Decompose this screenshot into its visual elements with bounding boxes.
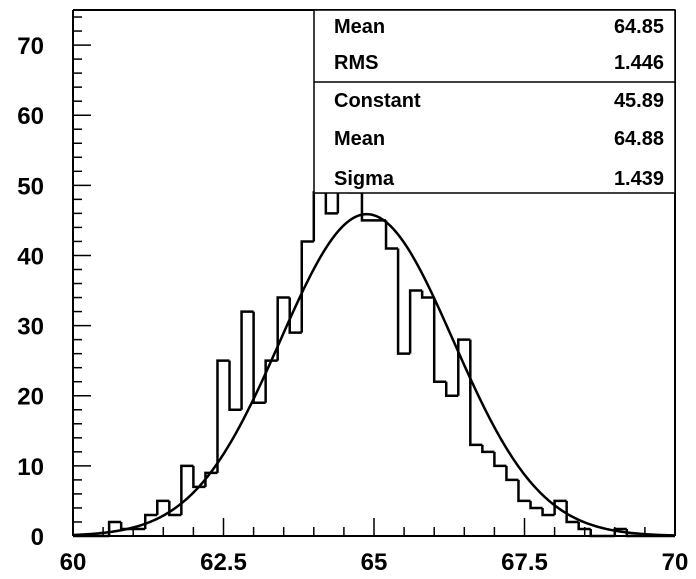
x-tick-label: 70 [662,549,689,576]
stats-label: RMS [334,52,378,74]
histogram-bin [493,451,507,468]
y-tick-label: 10 [17,454,44,481]
stats-box-frame [313,9,676,194]
histogram-bin [553,499,567,515]
x-tick-label: 60 [60,549,87,576]
histogram-bin [264,359,278,403]
histogram-bin [300,240,314,333]
histogram-bin [457,338,471,396]
histogram-bin [324,192,338,215]
stats-value: 64.88 [614,128,664,150]
histogram-bin [565,500,579,524]
stats-label: Sigma [334,168,395,190]
histogram-bars [73,142,675,538]
y-tick-label: 60 [17,103,44,130]
histogram-bin [396,248,411,355]
histogram-bin [481,444,495,454]
histogram-bin [276,296,290,361]
histogram-bin [240,310,254,410]
histogram-bin [216,359,230,473]
histogram-bin [288,297,302,334]
stats-value: 1.439 [614,168,664,190]
y-tick-label: 70 [17,33,44,60]
stats-label: Mean [334,128,385,150]
histogram-bin [444,381,459,397]
histogram-bin [408,289,423,354]
histogram-bin [252,311,266,404]
y-tick-label: 30 [17,314,44,341]
histogram-bin [529,500,543,510]
histogram-bin [589,528,603,538]
histogram-bin [420,290,435,299]
histogram-bin [180,464,194,515]
histogram-bin [577,521,591,531]
histogram-bin [168,500,182,517]
stats-value: 45.89 [614,90,664,112]
y-tick-label: 0 [31,524,44,551]
y-tick-label: 50 [17,173,44,200]
histogram-bin [228,360,242,412]
histogram-bin [360,192,374,222]
x-tick-label: 65 [361,549,388,576]
y-tick-label: 40 [17,243,44,270]
stats-value: 64.85 [614,16,664,38]
histogram-bin [517,479,531,503]
histogram-bin [192,465,206,489]
x-tick-label: 62.5 [200,549,247,576]
histogram-bin [505,465,519,482]
y-tick-label: 20 [17,384,44,411]
histogram-bin [156,499,170,515]
x-tick-label: 67.5 [501,549,548,576]
stats-box: Mean 64.85 RMS 1.446 Constant 45.89 Mean 64.88 S… [313,9,676,194]
gaussian-fit-curve [72,212,676,537]
stats-label: Mean [334,16,385,38]
stats-label: Constant [334,90,421,112]
histogram-bin [613,527,627,536]
stats-value: 1.446 [614,52,664,74]
histogram-bin [432,297,447,383]
histogram-bin [469,339,483,447]
histogram-bin [204,471,218,487]
histogram-bin [384,220,399,250]
histogram-bin [541,507,555,517]
